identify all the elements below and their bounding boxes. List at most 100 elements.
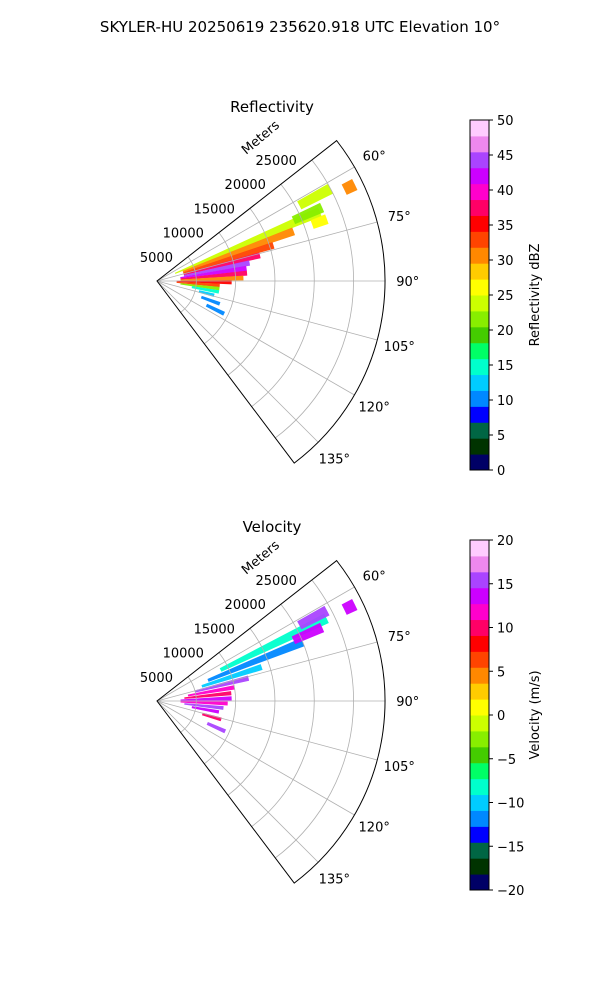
azimuth-tick-label: 120° bbox=[359, 820, 390, 835]
colorbar-swatch bbox=[470, 326, 489, 344]
azimuth-tick-label: 75° bbox=[388, 210, 411, 225]
colorbar-tick-label: 0 bbox=[497, 464, 505, 479]
colorbar-swatch bbox=[470, 422, 489, 439]
panel-title: Reflectivity bbox=[230, 98, 314, 116]
colorbar-label: Reflectivity dBZ bbox=[528, 244, 543, 347]
range-tick-label: 25000 bbox=[256, 154, 297, 169]
echo-cell bbox=[341, 599, 358, 615]
colorbar-swatch bbox=[470, 540, 489, 557]
colorbar-swatch bbox=[470, 295, 489, 312]
radial-axis-label: Meters bbox=[239, 118, 283, 158]
azimuth-spoke bbox=[156, 280, 355, 396]
range-tick-label: 10000 bbox=[163, 647, 204, 662]
range-tick-label: 20000 bbox=[225, 598, 266, 613]
panel-title: Velocity bbox=[243, 518, 302, 536]
colorbar-tick-label: 20 bbox=[497, 534, 514, 549]
echo-cell bbox=[174, 207, 322, 274]
colorbar-swatch bbox=[470, 762, 489, 780]
colorbar-swatch bbox=[470, 826, 489, 843]
echo-cell bbox=[297, 183, 334, 210]
colorbar-swatch bbox=[470, 730, 489, 748]
azimuth-spoke bbox=[156, 280, 319, 443]
echo-cell bbox=[180, 265, 247, 279]
colorbar-swatch bbox=[470, 810, 489, 827]
colorbar-swatch bbox=[470, 571, 489, 589]
colorbar-swatch bbox=[470, 778, 489, 796]
colorbar-swatch bbox=[470, 438, 489, 455]
colorbar-swatch bbox=[470, 135, 489, 153]
azimuth-spoke bbox=[156, 166, 355, 282]
colorbar-swatch bbox=[470, 715, 489, 732]
colorbar-label: Velocity (m/s) bbox=[528, 670, 543, 759]
azimuth-tick-label: 75° bbox=[388, 630, 411, 645]
colorbar-swatch bbox=[470, 406, 489, 423]
colorbar-swatch bbox=[470, 358, 489, 376]
azimuth-spoke bbox=[156, 641, 378, 702]
colorbar-tick-label: 10 bbox=[497, 622, 514, 637]
echo-cell bbox=[180, 283, 220, 291]
azimuth-tick-label: 90° bbox=[396, 275, 419, 290]
colorbar-tick-label: 0 bbox=[497, 709, 505, 724]
colorbar-swatch bbox=[470, 151, 489, 169]
range-tick-label: 25000 bbox=[256, 574, 297, 589]
echo-cell bbox=[176, 281, 220, 288]
echo-cell bbox=[201, 664, 263, 688]
figure-suptitle: SKYLER-HU 20250619 235620.918 UTC Elevat… bbox=[100, 18, 500, 36]
echo-cell bbox=[207, 638, 305, 682]
azimuth-tick-label: 90° bbox=[396, 695, 419, 710]
range-tick-label: 5000 bbox=[140, 671, 173, 686]
colorbar-swatch bbox=[470, 651, 489, 668]
range-tick-label: 5000 bbox=[140, 251, 173, 266]
azimuth-spoke bbox=[156, 700, 319, 863]
colorbar-swatch bbox=[470, 310, 489, 328]
range-tick-label: 15000 bbox=[194, 202, 235, 217]
echo-cell bbox=[191, 706, 220, 714]
colorbar-swatch bbox=[470, 167, 489, 185]
colorbar-swatch bbox=[470, 794, 489, 811]
echo-cell bbox=[206, 721, 227, 734]
range-ring bbox=[180, 256, 197, 313]
colorbar-tick-label: 10 bbox=[497, 394, 514, 409]
reflectivity-colorbar: 0 5 10 15 20 25 30 35 40 45 50 Reflectivity dBZ bbox=[469, 114, 543, 479]
range-ring bbox=[227, 628, 276, 796]
colorbar-tick-label: 30 bbox=[497, 254, 514, 269]
range-tick-label: 20000 bbox=[225, 178, 266, 193]
colorbar-swatch bbox=[470, 342, 489, 360]
echo-cell bbox=[205, 303, 226, 316]
colorbar-swatch bbox=[470, 215, 489, 232]
colorbar-tick-label: 40 bbox=[497, 184, 514, 199]
colorbar-swatch bbox=[470, 247, 489, 264]
colorbar-swatch bbox=[470, 183, 489, 201]
azimuth-tick-label: 60° bbox=[363, 570, 386, 585]
azimuth-tick-label: 120° bbox=[359, 400, 390, 415]
colorbar-swatch bbox=[470, 555, 489, 573]
echo-cell bbox=[201, 712, 222, 722]
colorbar-swatch bbox=[470, 199, 489, 216]
azimuth-spoke bbox=[156, 280, 378, 341]
range-ring bbox=[180, 676, 197, 733]
colorbar-tick-label: 15 bbox=[497, 578, 514, 593]
azimuth-tick-label: 135° bbox=[319, 452, 350, 467]
colorbar-tick-label: 5 bbox=[497, 665, 505, 680]
range-ring bbox=[204, 652, 237, 765]
range-ring bbox=[227, 208, 276, 376]
echo-cell bbox=[200, 295, 221, 306]
colorbar-swatch bbox=[470, 454, 489, 471]
colorbar-swatch bbox=[470, 746, 489, 764]
colorbar-swatch bbox=[470, 120, 489, 137]
range-ring bbox=[275, 159, 354, 439]
azimuth-tick-label: 60° bbox=[363, 150, 386, 165]
azimuth-tick-label: 105° bbox=[384, 760, 415, 775]
colorbar-swatch bbox=[470, 619, 489, 636]
colorbar-swatch bbox=[470, 231, 489, 248]
echo-cell bbox=[297, 605, 330, 630]
colorbar-swatch bbox=[470, 279, 489, 296]
colorbar-tick-label: 15 bbox=[497, 359, 514, 374]
colorbar-tick-label: 25 bbox=[497, 289, 514, 304]
colorbar-swatch bbox=[470, 699, 489, 716]
range-ring bbox=[275, 579, 354, 859]
echo-cell bbox=[183, 242, 275, 274]
azimuth-spoke bbox=[156, 700, 355, 816]
colorbar-swatch bbox=[470, 635, 489, 652]
